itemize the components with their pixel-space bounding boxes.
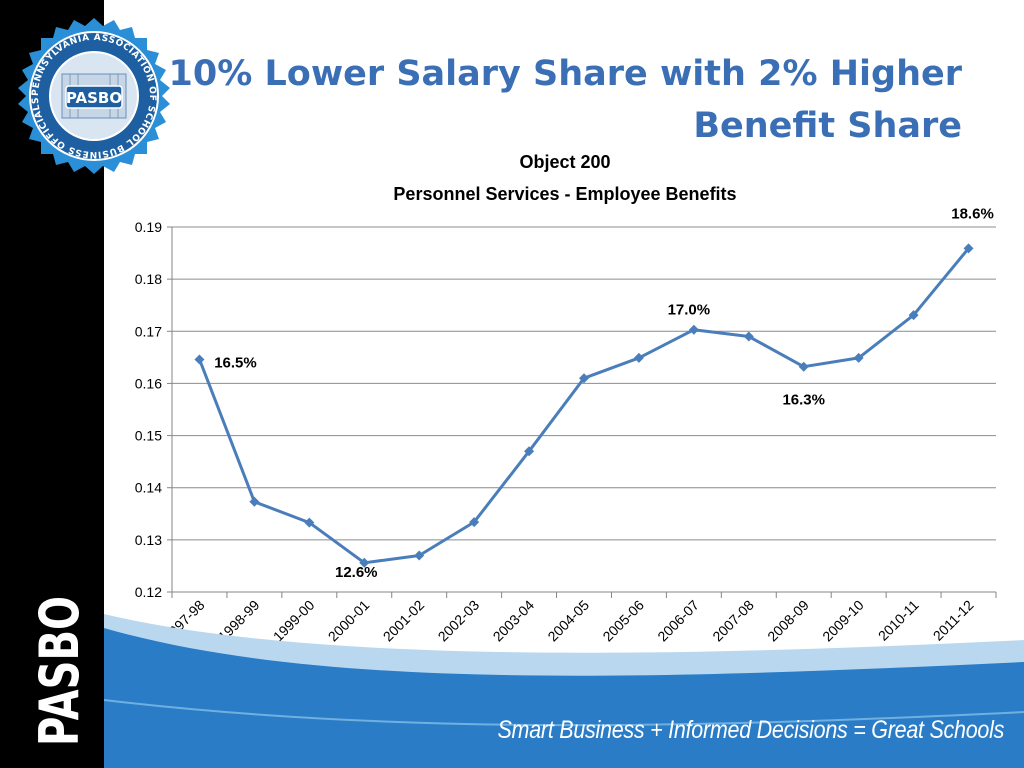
pasbo-side-logo: PASBO <box>28 596 88 746</box>
x-tick-label: 2002-03 <box>435 597 483 645</box>
y-tick-label: 0.19 <box>135 219 162 235</box>
series-line <box>198 247 970 565</box>
chart-title-line-2: Personnel Services - Employee Benefits <box>393 184 736 204</box>
svg-text:PASBO: PASBO <box>28 596 88 746</box>
data-label: 18.6% <box>951 205 994 222</box>
x-tick-label: 1998-99 <box>215 597 263 645</box>
data-labels: 16.5% 12.6% 17.0% 16.3% 18.6% <box>214 205 994 580</box>
slide-title: 10% Lower Salary Share with 2% Higher Be… <box>150 48 962 152</box>
y-tick-label: 0.12 <box>135 584 162 600</box>
data-point-marker <box>798 361 809 372</box>
data-point-marker <box>743 331 754 342</box>
data-point-marker <box>304 517 315 528</box>
data-point-marker <box>359 557 370 568</box>
x-tick-label: 2009-10 <box>819 597 867 645</box>
x-tick-label: 2004-05 <box>544 597 592 645</box>
data-point-marker <box>469 517 480 528</box>
x-tick-label: 2005-06 <box>599 597 647 645</box>
x-tick-label: 2006-07 <box>654 597 702 645</box>
data-point-marker <box>249 496 260 507</box>
x-tick-label: 2003-04 <box>490 597 538 645</box>
data-point-marker <box>194 354 205 365</box>
data-series <box>194 243 974 568</box>
data-point-marker <box>963 243 974 254</box>
data-label: 17.0% <box>668 302 711 319</box>
x-tick-label: 2007-08 <box>709 597 757 645</box>
slide-title-line-1: 10% Lower Salary Share with 2% Higher <box>168 54 962 94</box>
gridlines <box>172 226 996 593</box>
data-point-marker <box>853 352 864 363</box>
benefits-line-chart: Object 200 Personnel Services - Employee… <box>135 152 997 645</box>
y-tick-label: 0.17 <box>135 323 162 339</box>
data-point-marker <box>688 324 699 335</box>
chart-title-line-1: Object 200 <box>519 152 610 172</box>
footer-tagline: Smart Business + Informed Decisions = Gr… <box>497 716 1004 744</box>
y-tick-label: 0.18 <box>135 271 162 287</box>
data-point-marker <box>524 446 535 457</box>
x-tick-label: 1997-98 <box>160 597 208 645</box>
y-tick-label: 0.14 <box>135 480 162 496</box>
data-label: 16.3% <box>782 392 825 409</box>
y-tick-label: 0.13 <box>135 532 162 548</box>
x-tick-label: 1999-00 <box>270 597 318 645</box>
data-point-marker <box>633 352 644 363</box>
seal-center-text: PASBO <box>66 89 122 107</box>
data-point-marker <box>414 550 425 561</box>
data-label: 12.6% <box>335 564 378 581</box>
x-tick-label: 2001-02 <box>380 597 428 645</box>
x-tick-label: 2000-01 <box>325 597 373 645</box>
data-point-marker <box>908 310 919 321</box>
y-tick-label: 0.15 <box>135 428 162 444</box>
data-point-marker <box>579 373 589 384</box>
x-tick-label: 2011-12 <box>930 597 977 644</box>
pasbo-seal-logo: PENNSYLVANIA ASSOCIATION OF SCHOOL BUSIN… <box>18 18 170 174</box>
slide-title-line-2: Benefit Share <box>693 106 962 146</box>
x-tick-label: 2008-09 <box>764 597 812 645</box>
y-tick-label: 0.16 <box>135 375 162 391</box>
x-tick-label: 2010-11 <box>875 597 922 644</box>
data-label: 16.5% <box>214 354 257 371</box>
